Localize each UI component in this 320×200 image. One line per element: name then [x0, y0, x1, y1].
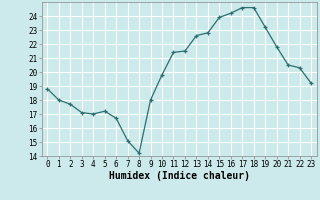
X-axis label: Humidex (Indice chaleur): Humidex (Indice chaleur)	[109, 171, 250, 181]
